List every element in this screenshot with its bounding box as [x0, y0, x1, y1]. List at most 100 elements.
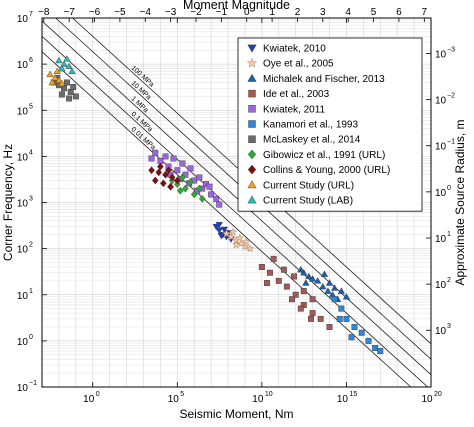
series-group [331, 296, 384, 355]
mag-tick-label: 1 [269, 7, 275, 18]
data-point [308, 315, 314, 322]
mag-tick-label: −1 [216, 7, 228, 18]
x-tick-label: 10 [168, 394, 180, 405]
legend-label: Collins & Young, 2000 (URL) [263, 165, 390, 176]
data-point [72, 93, 79, 100]
data-point [206, 183, 213, 190]
data-point [319, 282, 327, 290]
data-point [222, 229, 231, 238]
data-point [190, 190, 198, 199]
mag-tick-label: −5 [114, 7, 126, 18]
data-point [152, 176, 159, 185]
data-point [330, 284, 339, 291]
data-point [309, 310, 316, 317]
legend-label: Current Study (LAB) [263, 196, 353, 207]
legend-marker [246, 57, 258, 68]
data-point [168, 173, 176, 182]
x-tick-exponent: 10 [265, 391, 273, 398]
legend: Kwiatek, 2010 Oye et al., 2005 Michalek an… [237, 37, 423, 212]
data-point [258, 264, 265, 270]
data-point [351, 324, 358, 330]
right-axis-label: Approximate Source Radius, m [453, 119, 467, 285]
data-point [300, 302, 307, 308]
top-axis-label: Moment Magnitude [183, 0, 290, 12]
right-tick-label: 10 [435, 326, 447, 337]
right-tick-label: 10 [435, 142, 447, 153]
mag-tick-label: 4 [345, 7, 351, 18]
series-group [55, 55, 76, 74]
data-point [297, 265, 305, 273]
y-tick-exponent: 3 [29, 196, 33, 203]
data-point [148, 166, 155, 175]
legend-marker [248, 105, 256, 113]
y-tick-exponent: 5 [29, 103, 33, 110]
data-point [61, 85, 67, 92]
right-tick-label: 10 [435, 96, 447, 107]
right-tick-exponent: −3 [447, 46, 455, 53]
data-point [324, 287, 332, 294]
legend-marker [247, 195, 257, 204]
y-tick-label: 10 [17, 245, 29, 256]
legend-label: Kanamori et al., 1993 [263, 120, 358, 131]
x-tick-exponent: 0 [96, 391, 100, 398]
right-tick-exponent: −1 [447, 139, 455, 146]
mag-tick-label: −2 [190, 7, 202, 18]
data-point [213, 195, 220, 202]
data-point [300, 288, 307, 295]
data-point [308, 275, 317, 282]
y-tick-exponent: 4 [29, 149, 33, 156]
data-point [300, 269, 308, 276]
y-tick-label: 10 [17, 14, 29, 25]
data-point [275, 277, 282, 284]
y-tick-label: 10 [17, 60, 29, 71]
right-tick-label: 10 [435, 49, 447, 60]
data-point [167, 182, 174, 191]
data-point [226, 232, 236, 241]
data-point [196, 184, 203, 193]
data-point [162, 170, 169, 179]
data-point [372, 345, 379, 351]
mag-tick-label: 6 [396, 7, 402, 18]
legend-label: Michalek and Fischer, 2013 [263, 74, 385, 85]
y-tick-exponent: 2 [29, 242, 33, 249]
right-tick-exponent: −2 [447, 93, 455, 100]
y-tick-label: 10 [17, 199, 29, 210]
legend-marker [247, 73, 257, 82]
data-point [302, 279, 310, 286]
data-point [320, 270, 329, 277]
data-point [215, 222, 223, 229]
y-tick-exponent: 6 [29, 57, 33, 64]
y-tick-exponent: −1 [29, 380, 37, 387]
y-tick-exponent: 0 [29, 334, 33, 341]
data-point [55, 56, 63, 64]
legend-marker [247, 44, 257, 53]
data-point [48, 78, 56, 86]
data-point [231, 240, 241, 249]
data-point [288, 296, 295, 303]
data-point [65, 62, 73, 69]
data-point [325, 279, 334, 286]
data-point [270, 255, 277, 262]
right-tick-exponent: 3 [447, 323, 451, 330]
data-point [174, 176, 181, 185]
data-point [176, 186, 184, 195]
data-point [58, 64, 66, 72]
data-point [187, 165, 194, 172]
data-point [220, 226, 228, 234]
data-point [336, 315, 343, 322]
mag-tick-label: 3 [320, 7, 326, 18]
x-tick-exponent: 15 [349, 391, 357, 398]
data-point [58, 79, 66, 87]
series-group [148, 162, 181, 191]
legend-box [237, 37, 423, 212]
data-point [68, 67, 76, 74]
data-point [348, 334, 355, 341]
y-tick-label: 10 [17, 106, 29, 117]
data-point [326, 324, 333, 330]
data-point [264, 280, 270, 286]
data-point [157, 162, 164, 171]
right-tick-exponent: 1 [447, 231, 451, 238]
data-point [338, 305, 345, 312]
mag-tick-label: 0 [244, 7, 250, 18]
